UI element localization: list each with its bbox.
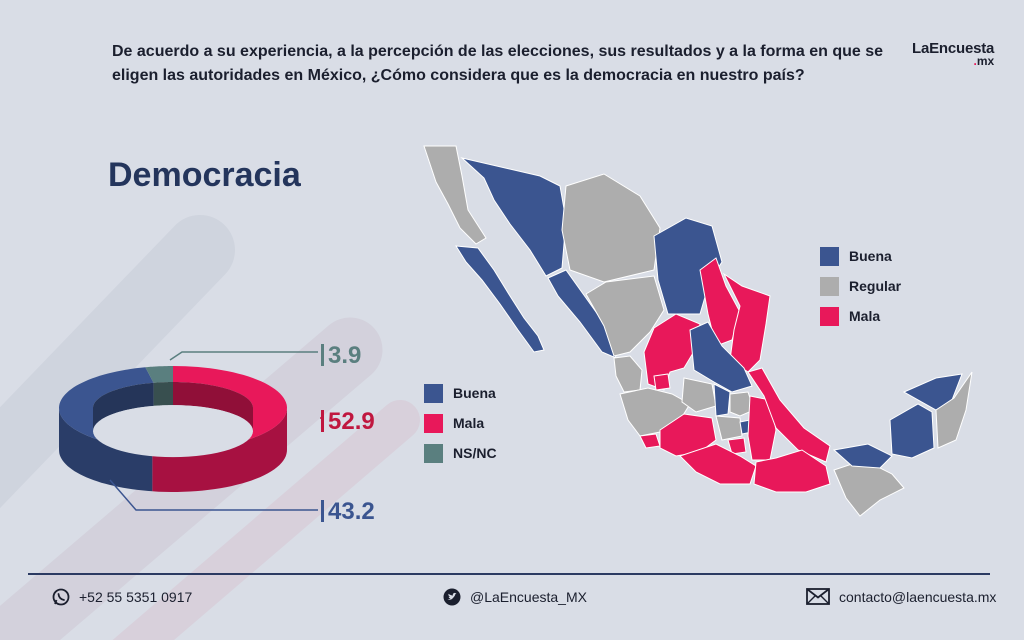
logo: LaEncuesta .mx [912,40,994,68]
phone-number: +52 55 5351 0917 [79,589,193,605]
value-label-buena: 43.2 [328,498,375,525]
state-tabasco [832,443,893,469]
state-san-luis-potosi [689,321,753,393]
map-legend-item-buena: Buena [820,241,901,271]
leader-line-buena [109,479,318,511]
state-guerrero [679,443,757,485]
donut-legend: Buena Mala NS/NC [424,378,497,468]
donut-slice-mala [152,366,287,450]
legend-swatch [820,306,839,326]
state-chihuahua [561,173,661,283]
footer-divider [28,573,990,575]
state-durango [585,275,665,357]
legend-label: NS/NC [453,445,497,461]
legend-swatch [424,413,443,433]
state-campeche [889,403,935,459]
value-label-nsnc: 3.9 [328,342,362,369]
legend-item-buena: Buena [424,378,497,408]
donut-slice-ns-nc [145,366,173,383]
whatsapp-icon [52,588,70,606]
mail-icon [806,588,830,605]
state-michoacan [659,413,717,457]
state-tamaulipas [722,272,771,373]
state-queretaro [713,383,731,417]
footer-phone: +52 55 5351 0917 [52,588,192,606]
legend-label: Mala [453,415,485,431]
survey-question: De acuerdo a su experiencia, a la percep… [112,43,884,84]
legend-label: Buena [849,248,892,264]
donut-inner-mala [173,382,253,431]
legend-label: Mala [849,308,881,324]
map-legend: Buena Regular Mala [820,241,901,331]
logo-suffix: .mx [973,54,995,68]
state-colima [639,433,661,449]
state-aguascalientes [653,373,671,391]
footer-twitter[interactable]: @LaEncuesta_MX [443,588,587,606]
legend-item-mala: Mala [424,408,497,438]
state-morelos [727,437,747,455]
state-yucatan [902,373,963,411]
state-nayarit [613,355,643,393]
value-tick-0 [321,344,324,366]
state-sonora [460,157,567,277]
donut-chart [59,344,324,522]
leader-line-nsnc [169,351,318,361]
mexico-map [423,145,973,517]
state-oaxaca [753,449,831,493]
state-estado-de-mexico [715,415,743,441]
state-baja-california [423,145,487,245]
legend-label: Regular [849,278,902,294]
legend-swatch [820,276,839,296]
donut-inner-buena [93,382,154,431]
map-legend-item-mala: Mala [820,301,901,331]
donut-slice-buena [59,367,159,450]
value-tick-2 [321,500,324,522]
twitter-icon [443,588,461,606]
state-hidalgo [729,391,755,417]
twitter-handle[interactable]: @LaEncuesta_MX [470,589,587,605]
state-guanajuato [681,377,717,413]
logo-main: LaEncuesta [912,40,995,57]
donut-side-buena [59,407,153,492]
legend-swatch [424,443,443,463]
legend-label: Buena [453,385,496,401]
chart-title: Democracia [108,156,301,194]
legend-item-nsnc: NS/NC [424,438,497,468]
email-address[interactable]: contacto@laencuesta.mx [839,588,997,605]
donut-inner-ns-nc [153,382,173,406]
legend-swatch [424,383,443,403]
map-legend-item-regular: Regular [820,271,901,301]
state-quintana-roo [935,371,973,449]
state-veracruz [747,367,831,463]
state-baja-california-sur [455,245,545,353]
legend-swatch [820,246,839,266]
state-zacatecas [643,313,701,391]
value-tick-1 [321,410,324,432]
footer-email[interactable]: contacto@laencuesta.mx [806,588,996,605]
donut-hole [93,405,253,458]
state-chiapas [833,459,905,517]
value-label-mala: 52.9 [328,408,375,435]
